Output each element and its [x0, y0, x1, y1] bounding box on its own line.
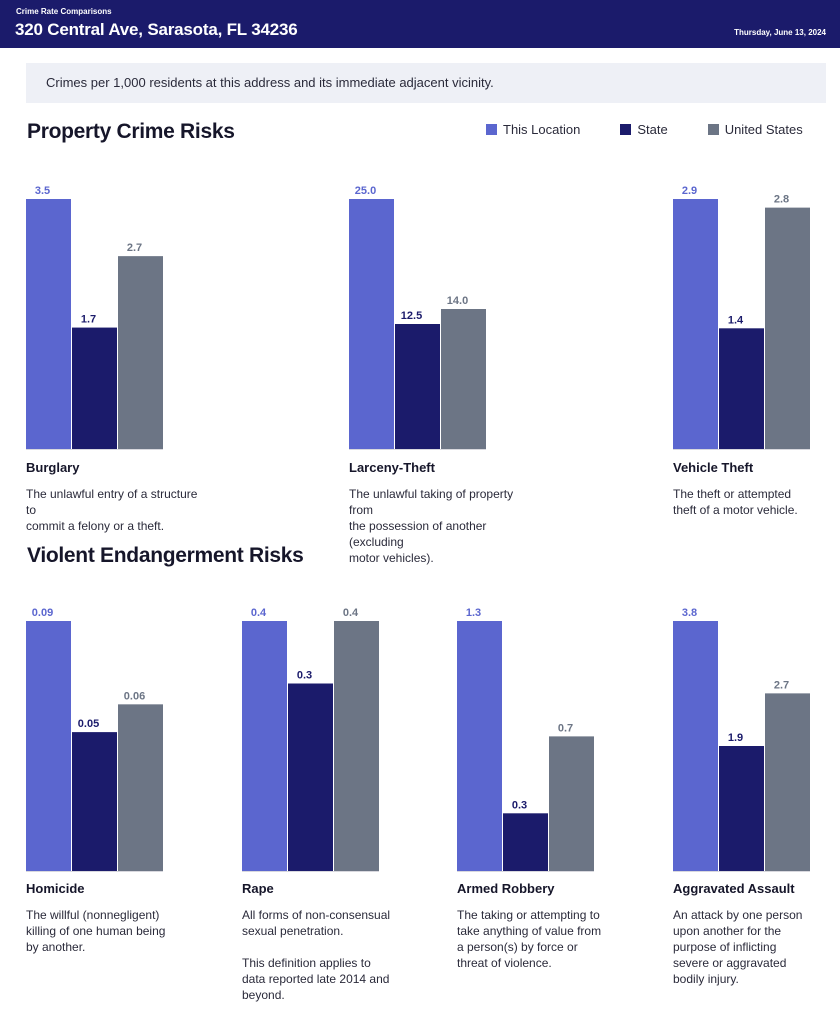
bar-state — [503, 813, 548, 871]
data-label-this-location: 2.9 — [682, 185, 697, 197]
bar-this-location — [673, 621, 718, 871]
category-description: An attack by one person upon another for… — [673, 908, 803, 986]
category-name: Larceny-Theft — [349, 460, 435, 475]
bar-united-states — [765, 207, 810, 449]
legend-swatch-state — [620, 124, 632, 135]
data-label-state: 0.3 — [512, 799, 527, 811]
data-label-this-location: 1.3 — [466, 607, 481, 619]
category-name: Aggravated Assault — [673, 881, 795, 896]
category-name: Rape — [242, 881, 274, 896]
report-header: Crime Rate Comparisons 320 Central Ave, … — [0, 0, 840, 48]
legend-item-united-states: United States — [707, 122, 803, 137]
data-label-state: 1.4 — [728, 314, 744, 326]
category-description: The willful (nonnegligent) killing of on… — [26, 908, 166, 954]
data-label-this-location: 25.0 — [355, 185, 376, 197]
data-label-united-states: 2.7 — [774, 679, 789, 691]
legend-swatch-united-states — [707, 124, 719, 135]
data-label-united-states: 0.4 — [343, 607, 359, 619]
category-name: Homicide — [26, 881, 85, 896]
data-label-united-states: 14.0 — [447, 295, 468, 307]
category-name: Armed Robbery — [457, 881, 555, 896]
bar-chart-aggravated-assault: 3.8 1.9 2.7 — [673, 607, 810, 872]
data-label-united-states: 2.8 — [774, 194, 789, 206]
chart-panel-armed-robbery: 1.3 0.3 0.7 Armed Robbery The taking or at… — [457, 602, 617, 1022]
bar-this-location — [349, 199, 394, 449]
legend-label: This Location — [503, 122, 581, 137]
bar-united-states — [765, 693, 810, 871]
legend-item-this-location: This Location — [486, 122, 580, 137]
bar-united-states — [118, 256, 163, 449]
info-note: Crimes per 1,000 residents at this addre… — [26, 63, 826, 103]
address-title: 320 Central Ave, Sarasota, FL 34236 — [15, 20, 298, 39]
data-label-this-location: 3.5 — [35, 185, 50, 197]
category-name: Burglary — [26, 460, 80, 475]
bar-this-location — [457, 621, 502, 871]
property-section-title: Property Crime Risks — [27, 120, 235, 143]
bar-state — [719, 746, 764, 871]
category-description: The theft or attempted theft of a motor … — [673, 487, 798, 517]
bar-this-location — [242, 621, 287, 871]
bar-chart-vehicle-theft: 2.9 1.4 2.8 — [673, 185, 810, 450]
bar-state — [288, 683, 333, 871]
bar-state — [395, 324, 440, 449]
chart-panel-larceny-theft: 25.0 12.5 14.0 Larceny-Theft The unlawful … — [349, 180, 513, 565]
report-date: Thursday, June 13, 2024 — [734, 28, 826, 37]
category-name: Vehicle Theft — [673, 460, 754, 475]
bar-chart-larceny-theft: 25.0 12.5 14.0 — [349, 185, 486, 450]
legend-label: United States — [724, 122, 803, 137]
bar-united-states — [441, 309, 486, 449]
data-label-united-states: 0.06 — [124, 690, 145, 702]
data-label-this-location: 0.09 — [32, 607, 53, 619]
data-label-united-states: 2.7 — [127, 242, 142, 254]
violent-section-title: Violent Endangerment Risks — [27, 544, 304, 567]
bar-chart-rape: 0.4 0.3 0.4 — [242, 607, 379, 872]
category-description: The unlawful taking of property from the… — [349, 487, 514, 565]
category-description: The taking or attempting to take anythin… — [457, 908, 602, 970]
legend-item-state: State — [620, 122, 668, 137]
chart-panel-aggravated-assault: 3.8 1.9 2.7 Aggravated Assault An attack b… — [673, 602, 833, 1022]
bar-this-location — [26, 621, 71, 871]
chart-panel-homicide: 0.09 0.05 0.06 Homicide The willful (nonne… — [26, 602, 186, 1022]
bar-united-states — [334, 621, 379, 871]
bar-state — [72, 327, 117, 449]
legend-swatch-this-location — [486, 124, 497, 135]
category-description: The unlawful entry of a structure to com… — [26, 487, 198, 533]
chart-panel-rape: 0.4 0.3 0.4 Rape All forms of non-consensu… — [242, 602, 402, 1022]
data-label-state: 0.05 — [78, 718, 99, 730]
bar-state — [719, 328, 764, 449]
bar-state — [72, 732, 117, 871]
data-label-this-location: 3.8 — [682, 607, 697, 619]
data-label-state: 1.9 — [728, 732, 743, 744]
bar-chart-armed-robbery: 1.3 0.3 0.7 — [457, 607, 594, 872]
category-description: All forms of non-consensual sexual penet… — [242, 908, 391, 1002]
chart-panel-vehicle-theft: 2.9 1.4 2.8 Vehicle Theft The theft or att… — [673, 180, 833, 550]
data-label-united-states: 0.7 — [558, 722, 573, 734]
data-label-state: 0.3 — [297, 670, 312, 682]
bar-chart-burglary: 3.5 1.7 2.7 — [26, 185, 163, 450]
bar-united-states — [118, 704, 163, 871]
data-label-state: 1.7 — [81, 314, 96, 326]
chart-panel-burglary: 3.5 1.7 2.7 Burglary The unlawful entry of… — [26, 180, 197, 550]
bar-this-location — [673, 199, 718, 449]
bar-this-location — [26, 199, 71, 449]
bar-united-states — [549, 736, 594, 871]
data-label-state: 12.5 — [401, 310, 422, 322]
data-label-this-location: 0.4 — [251, 607, 267, 619]
chart-legend: This Location State United States — [486, 122, 803, 137]
legend-label: State — [637, 122, 668, 137]
bar-chart-homicide: 0.09 0.05 0.06 — [26, 607, 163, 872]
report-kicker: Crime Rate Comparisons — [16, 7, 112, 16]
